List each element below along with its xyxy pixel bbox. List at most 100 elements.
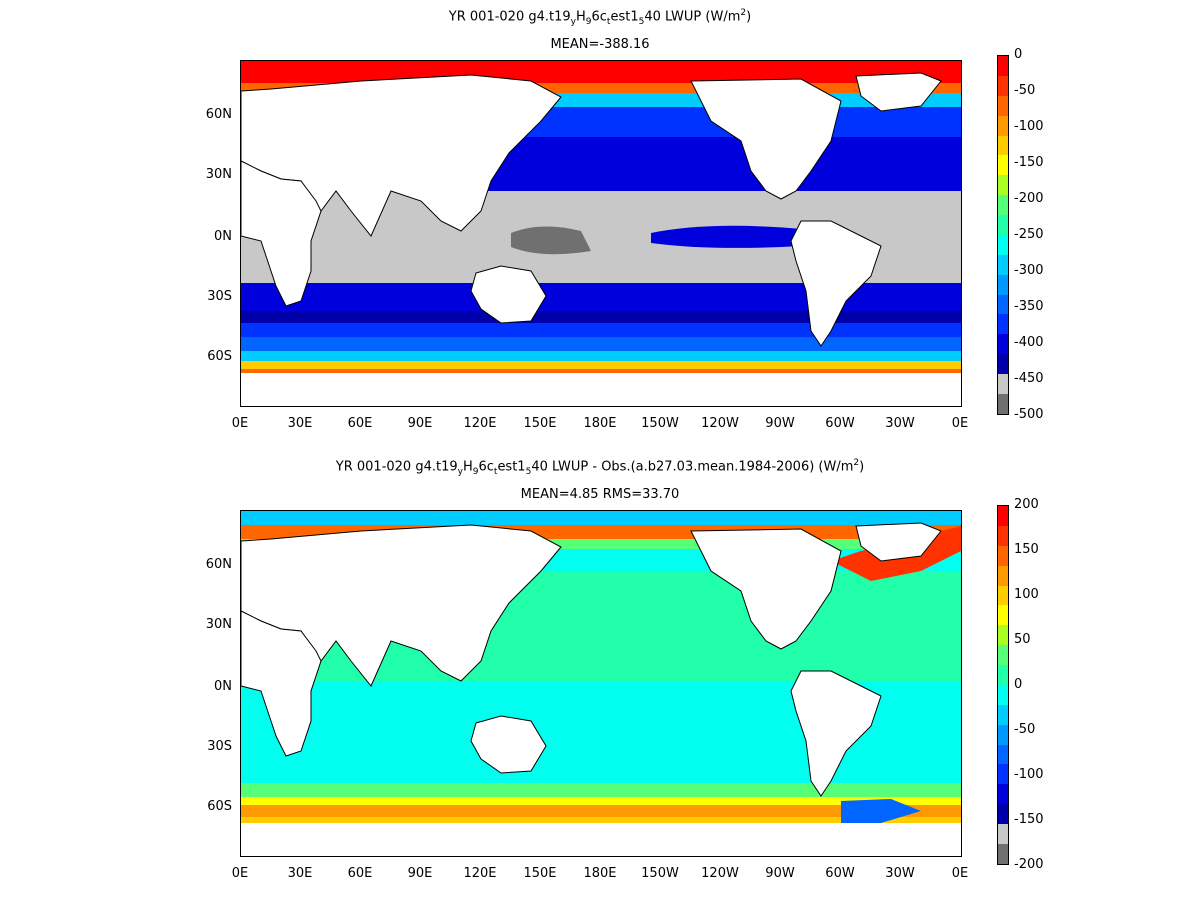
lon-label: 120E: [463, 416, 497, 431]
lon-label: 150W: [641, 866, 679, 881]
colorbar-segment: [998, 135, 1008, 156]
lon-label: 180E: [583, 416, 617, 431]
colorbar-label: -150: [1014, 812, 1044, 827]
colorbar-segment: [998, 585, 1008, 606]
map2-plot-area: [240, 510, 962, 857]
colorbar-label: -100: [1014, 767, 1044, 782]
colorbar-segment: [998, 393, 1008, 414]
colorbar-label: 50: [1014, 632, 1031, 647]
map1-title: YR 001-020 g4.t19yH96ctest1540 LWUP (W/m…: [448, 8, 752, 27]
colorbar-segment: [998, 724, 1008, 745]
lon-label: 120W: [701, 866, 739, 881]
map2-lat-label: 30N: [205, 617, 232, 632]
lon-label: 150W: [641, 416, 679, 431]
map2-lat-label: 0N: [214, 679, 232, 694]
colorbar-label: -50: [1014, 83, 1036, 98]
lon-label: 60W: [825, 866, 855, 881]
colorbar-label: -100: [1014, 119, 1044, 134]
colorbar-segment: [998, 215, 1008, 235]
map2-lat-label: 30S: [207, 739, 232, 754]
lon-label: 60E: [347, 416, 373, 431]
colorbar-segment: [998, 565, 1008, 586]
colorbar-segment: [998, 784, 1008, 805]
lon-label: 180E: [583, 866, 617, 881]
colorbar-label: 200: [1014, 497, 1039, 512]
colorbar-segment: [998, 254, 1008, 275]
colorbar-segment: [998, 115, 1008, 136]
colorbar-segment: [998, 645, 1008, 665]
colorbar-label: 0: [1014, 47, 1023, 62]
colorbar-segment: [998, 665, 1008, 685]
colorbar-label: -400: [1014, 335, 1044, 350]
lon-label: 90W: [765, 416, 795, 431]
colorbar-segment: [998, 334, 1008, 355]
lon-label: 120E: [463, 866, 497, 881]
colorbar-label: -200: [1014, 857, 1044, 872]
map1-field: [241, 61, 961, 406]
map1-plot-area: [240, 60, 962, 407]
lon-label: 150E: [523, 416, 557, 431]
map1-lat-label: 0N: [214, 229, 232, 244]
map1-subtitle: MEAN=-388.16: [550, 37, 650, 52]
lon-label: 90W: [765, 866, 795, 881]
colorbar-segment: [998, 525, 1008, 546]
map2-subtitle: MEAN=4.85 RMS=33.70: [520, 487, 680, 502]
colorbar-label: -50: [1014, 722, 1036, 737]
lon-label: 30E: [287, 416, 313, 431]
colorbar-label: -200: [1014, 191, 1044, 206]
colorbar-label: -250: [1014, 227, 1044, 242]
lon-label: 0E: [231, 416, 249, 431]
lon-label: 0E: [951, 866, 969, 881]
map1-lat-label: 60S: [207, 349, 232, 364]
colorbar-label: -150: [1014, 155, 1044, 170]
colorbar-segment: [998, 506, 1008, 526]
map2-colorbar: [997, 505, 1009, 865]
map2-lat-label: 60S: [207, 799, 232, 814]
colorbar-segment: [998, 294, 1008, 315]
colorbar-segment: [998, 704, 1008, 725]
lon-label: 90E: [407, 416, 433, 431]
lon-label: 150E: [523, 866, 557, 881]
colorbar-label: 100: [1014, 587, 1039, 602]
map1-lat-label: 30S: [207, 289, 232, 304]
colorbar-segment: [998, 744, 1008, 765]
lon-label: 90E: [407, 866, 433, 881]
lon-label: 120W: [701, 416, 739, 431]
map2-title: YR 001-020 g4.t19yH96ctest1540 LWUP - Ob…: [335, 458, 865, 477]
lon-label: 0E: [951, 416, 969, 431]
lon-label: 30W: [885, 416, 915, 431]
colorbar-segment: [998, 804, 1008, 824]
colorbar-segment: [998, 175, 1008, 196]
lon-label: 60W: [825, 416, 855, 431]
map2-lat-label: 60N: [205, 557, 232, 572]
colorbar-segment: [998, 234, 1008, 255]
lon-label: 0E: [231, 866, 249, 881]
colorbar-label: 0: [1014, 677, 1023, 692]
colorbar-segment: [998, 605, 1008, 626]
colorbar-segment: [998, 824, 1008, 844]
colorbar-segment: [998, 274, 1008, 295]
map1-lat-label: 30N: [205, 167, 232, 182]
colorbar-segment: [998, 75, 1008, 96]
colorbar-segment: [998, 374, 1008, 394]
colorbar-label: -500: [1014, 407, 1044, 422]
map1-colorbar: [997, 55, 1009, 415]
colorbar-label: -450: [1014, 371, 1044, 386]
colorbar-segment: [998, 354, 1008, 374]
colorbar-segment: [998, 95, 1008, 116]
colorbar-segment: [998, 545, 1008, 566]
colorbar-segment: [998, 843, 1008, 864]
colorbar-segment: [998, 684, 1008, 705]
colorbar-segment: [998, 155, 1008, 176]
colorbar-segment: [998, 56, 1008, 76]
colorbar-label: -350: [1014, 299, 1044, 314]
colorbar-label: -300: [1014, 263, 1044, 278]
colorbar-segment: [998, 764, 1008, 785]
colorbar-segment: [998, 195, 1008, 215]
lon-label: 30W: [885, 866, 915, 881]
lon-label: 60E: [347, 866, 373, 881]
colorbar-label: 150: [1014, 542, 1039, 557]
colorbar-segment: [998, 625, 1008, 646]
map1-lat-label: 60N: [205, 107, 232, 122]
lon-label: 30E: [287, 866, 313, 881]
